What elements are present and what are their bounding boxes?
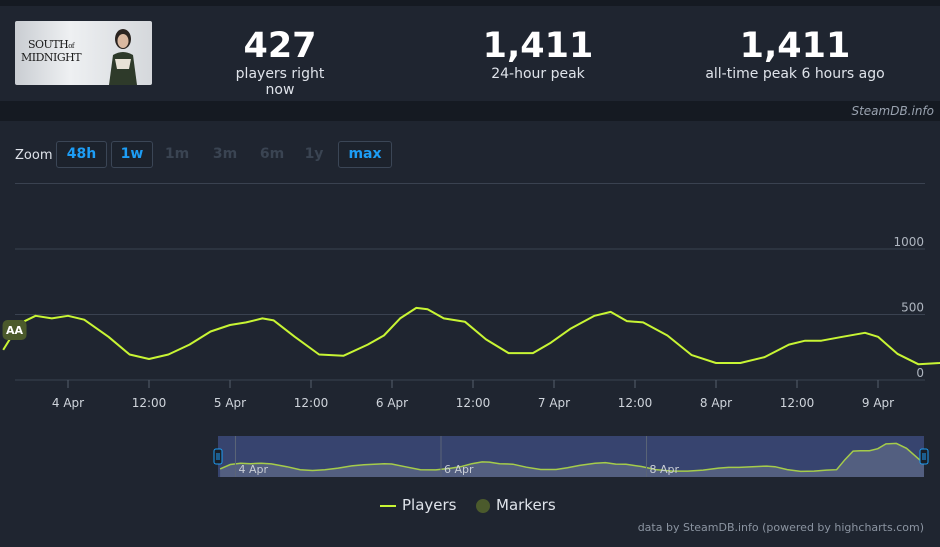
x-tick-label: 4 Apr (52, 396, 84, 410)
game-logo-line1: SOUTH (27, 38, 69, 51)
x-tick-label: 8 Apr (700, 396, 732, 410)
x-tick-label: 12:00 (780, 396, 815, 410)
y-axis-labels: 0 500 1000 (893, 235, 924, 380)
x-axis-labels: 4 Apr 12:00 5 Apr 12:00 6 Apr 12:00 7 Apr 12:00… (52, 380, 894, 410)
all-time-peak-value: 1,411 (739, 26, 851, 66)
peak-24h-value: 1,411 (482, 26, 594, 66)
x-tick-label: 12:00 (456, 396, 491, 410)
x-tick-label: 7 Apr (538, 396, 570, 410)
steamdb-credit[interactable]: SteamDB.info (851, 104, 934, 118)
legend-markers-dot-icon (476, 498, 490, 513)
current-players-value: 427 (243, 26, 317, 66)
zoom-6m-button[interactable]: 6m (259, 146, 285, 162)
x-tick-label: 5 Apr (214, 396, 246, 410)
legend-players-label: Players (402, 496, 457, 514)
legend-markers[interactable]: Markers (476, 496, 556, 514)
character-art-icon (109, 29, 137, 85)
zoom-48h-button[interactable]: 48h (56, 141, 107, 168)
current-players-stat: 427 players right now (220, 26, 340, 98)
marker-aa[interactable]: AA (2, 320, 27, 340)
navigator-tick-label: 8 Apr (650, 463, 680, 476)
stats-header: SOUTHof MIDNIGHT 427 players right now 1… (0, 6, 940, 101)
peak-24h-stat: 1,411 24-hour peak (478, 26, 598, 82)
y-tick-label: 500 (901, 301, 924, 315)
zoom-3m-button[interactable]: 3m (212, 146, 238, 162)
game-logo-connector: of (68, 42, 75, 50)
y-tick-label: 0 (916, 366, 924, 380)
zoom-label: Zoom (15, 148, 53, 163)
all-time-peak-stat: 1,411 all-time peak 6 hours ago (700, 26, 890, 82)
grid-layer (15, 183, 925, 381)
marker-label: AA (6, 324, 24, 337)
legend-players[interactable]: Players (380, 496, 457, 514)
marker-layer: AARel (2, 320, 27, 340)
handle-grip (919, 448, 929, 465)
x-tick-label: 9 Apr (862, 396, 894, 410)
x-tick-label: 12:00 (618, 396, 653, 410)
navigator: 4 Apr 6 Apr 8 Apr (213, 436, 929, 477)
legend-players-line-icon (380, 504, 396, 507)
x-tick-label: 6 Apr (376, 396, 408, 410)
zoom-max-button[interactable]: max (338, 141, 392, 168)
highcharts-credit[interactable]: data by SteamDB.info (powered by highcha… (637, 521, 924, 534)
x-tick-label: 12:00 (132, 396, 167, 410)
x-tick-label: 12:00 (294, 396, 329, 410)
navigator-line (219, 442, 925, 473)
navigator-right-handle[interactable] (919, 448, 929, 465)
navigator-left-handle[interactable] (213, 448, 223, 465)
game-capsule-image[interactable]: SOUTHof MIDNIGHT (15, 21, 152, 85)
current-players-label: players right now (235, 66, 325, 98)
legend-markers-label: Markers (496, 496, 556, 514)
handle-grip (213, 448, 223, 465)
zoom-1w-button[interactable]: 1w (111, 141, 153, 168)
navigator-area (220, 443, 925, 477)
navigator-tick-label: 4 Apr (238, 463, 268, 476)
players-series-line (2, 306, 940, 366)
zoom-1m-button[interactable]: 1m (164, 146, 190, 162)
y-tick-label: 1000 (893, 235, 924, 249)
line-layer (2, 306, 940, 366)
marker-badge (2, 320, 27, 340)
zoom-1y-button[interactable]: 1y (304, 146, 324, 162)
game-logo: SOUTHof MIDNIGHT (21, 38, 82, 64)
peak-24h-label: 24-hour peak (491, 66, 585, 82)
navigator-selection (218, 436, 924, 477)
all-time-peak-label: all-time peak 6 hours ago (705, 66, 885, 82)
game-logo-line2: MIDNIGHT (21, 51, 82, 64)
navigator-tick-label: 6 Apr (444, 463, 474, 476)
